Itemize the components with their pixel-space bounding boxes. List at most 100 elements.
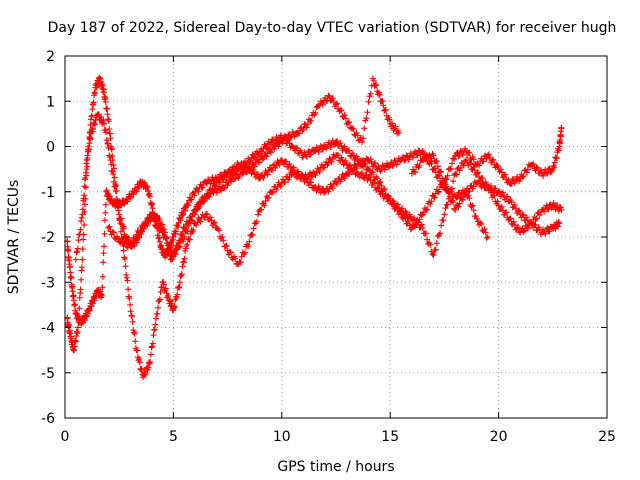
data-point xyxy=(399,205,406,212)
data-point xyxy=(366,173,373,180)
data-point xyxy=(367,156,374,163)
data-point xyxy=(142,371,149,378)
data-point xyxy=(381,166,388,173)
data-point xyxy=(175,283,182,290)
data-point xyxy=(104,140,111,147)
data-point xyxy=(426,151,433,158)
data-point xyxy=(208,189,215,196)
data-point xyxy=(264,171,271,178)
data-point xyxy=(470,156,477,163)
data-point xyxy=(557,133,564,140)
data-point xyxy=(148,200,155,207)
data-point xyxy=(66,263,73,270)
data-point xyxy=(430,152,437,159)
data-point xyxy=(195,188,202,195)
data-point xyxy=(497,166,504,173)
data-point xyxy=(372,160,379,167)
data-point xyxy=(459,196,466,203)
data-point xyxy=(102,209,109,216)
x-tick-label: 20 xyxy=(490,429,508,445)
data-point xyxy=(107,135,114,142)
data-point xyxy=(335,152,342,159)
data-point xyxy=(104,111,111,118)
data-point xyxy=(296,130,303,137)
data-point xyxy=(338,107,345,114)
data-point xyxy=(551,159,558,166)
data-point xyxy=(454,194,461,201)
data-point xyxy=(167,244,174,251)
data-point xyxy=(99,284,106,291)
data-point xyxy=(552,154,559,161)
data-point xyxy=(494,162,501,169)
data-point xyxy=(162,285,169,292)
x-tick-label: 0 xyxy=(61,429,70,445)
data-point xyxy=(534,165,541,172)
data-point xyxy=(145,359,152,366)
data-point xyxy=(141,179,148,186)
data-point xyxy=(433,158,440,165)
data-point xyxy=(219,233,226,240)
data-point xyxy=(191,192,198,199)
data-point xyxy=(542,230,549,237)
data-point xyxy=(101,243,108,250)
data-point xyxy=(145,192,152,199)
data-point xyxy=(75,324,82,331)
data-point xyxy=(477,219,484,226)
data-point xyxy=(143,183,150,190)
data-point xyxy=(411,215,418,222)
data-point xyxy=(205,192,212,199)
data-point xyxy=(182,207,189,214)
data-point xyxy=(115,207,122,214)
data-point xyxy=(170,234,177,240)
data-point xyxy=(232,255,239,262)
data-point xyxy=(466,149,473,156)
data-point xyxy=(394,201,401,208)
data-point xyxy=(254,158,261,165)
data-point xyxy=(250,225,257,232)
data-point xyxy=(368,169,375,176)
data-point xyxy=(68,275,75,282)
data-point xyxy=(344,170,351,177)
data-point xyxy=(300,125,307,132)
data-point xyxy=(174,291,181,298)
data-point xyxy=(75,237,82,244)
data-point xyxy=(160,228,167,235)
data-point xyxy=(405,156,412,163)
data-point xyxy=(291,133,298,140)
data-point xyxy=(126,295,133,302)
data-point xyxy=(367,90,374,97)
data-point xyxy=(145,364,152,371)
data-point xyxy=(131,330,138,337)
data-point xyxy=(498,203,505,210)
data-point xyxy=(412,169,419,176)
data-point xyxy=(501,172,508,179)
data-point xyxy=(437,230,444,237)
data-point xyxy=(481,226,488,233)
data-point xyxy=(266,148,273,155)
data-point xyxy=(472,212,479,219)
data-point xyxy=(184,200,191,207)
data-point xyxy=(478,183,485,190)
data-point xyxy=(470,207,477,214)
data-point xyxy=(316,168,323,175)
data-point xyxy=(519,174,526,181)
data-point xyxy=(271,146,278,153)
data-point xyxy=(258,206,265,213)
data-point xyxy=(200,198,207,205)
data-point xyxy=(223,242,230,249)
data-point xyxy=(361,125,368,132)
data-point xyxy=(176,243,183,250)
data-point xyxy=(254,211,261,218)
data-point xyxy=(362,171,369,178)
data-point xyxy=(88,129,95,136)
data-point xyxy=(128,243,135,250)
data-point xyxy=(350,125,357,132)
data-point xyxy=(243,162,250,169)
data-point xyxy=(493,161,500,168)
data-point xyxy=(422,207,429,214)
data-point xyxy=(226,166,233,173)
data-points xyxy=(64,74,565,381)
data-point xyxy=(212,183,219,190)
data-point xyxy=(122,263,129,270)
data-point xyxy=(325,92,332,99)
